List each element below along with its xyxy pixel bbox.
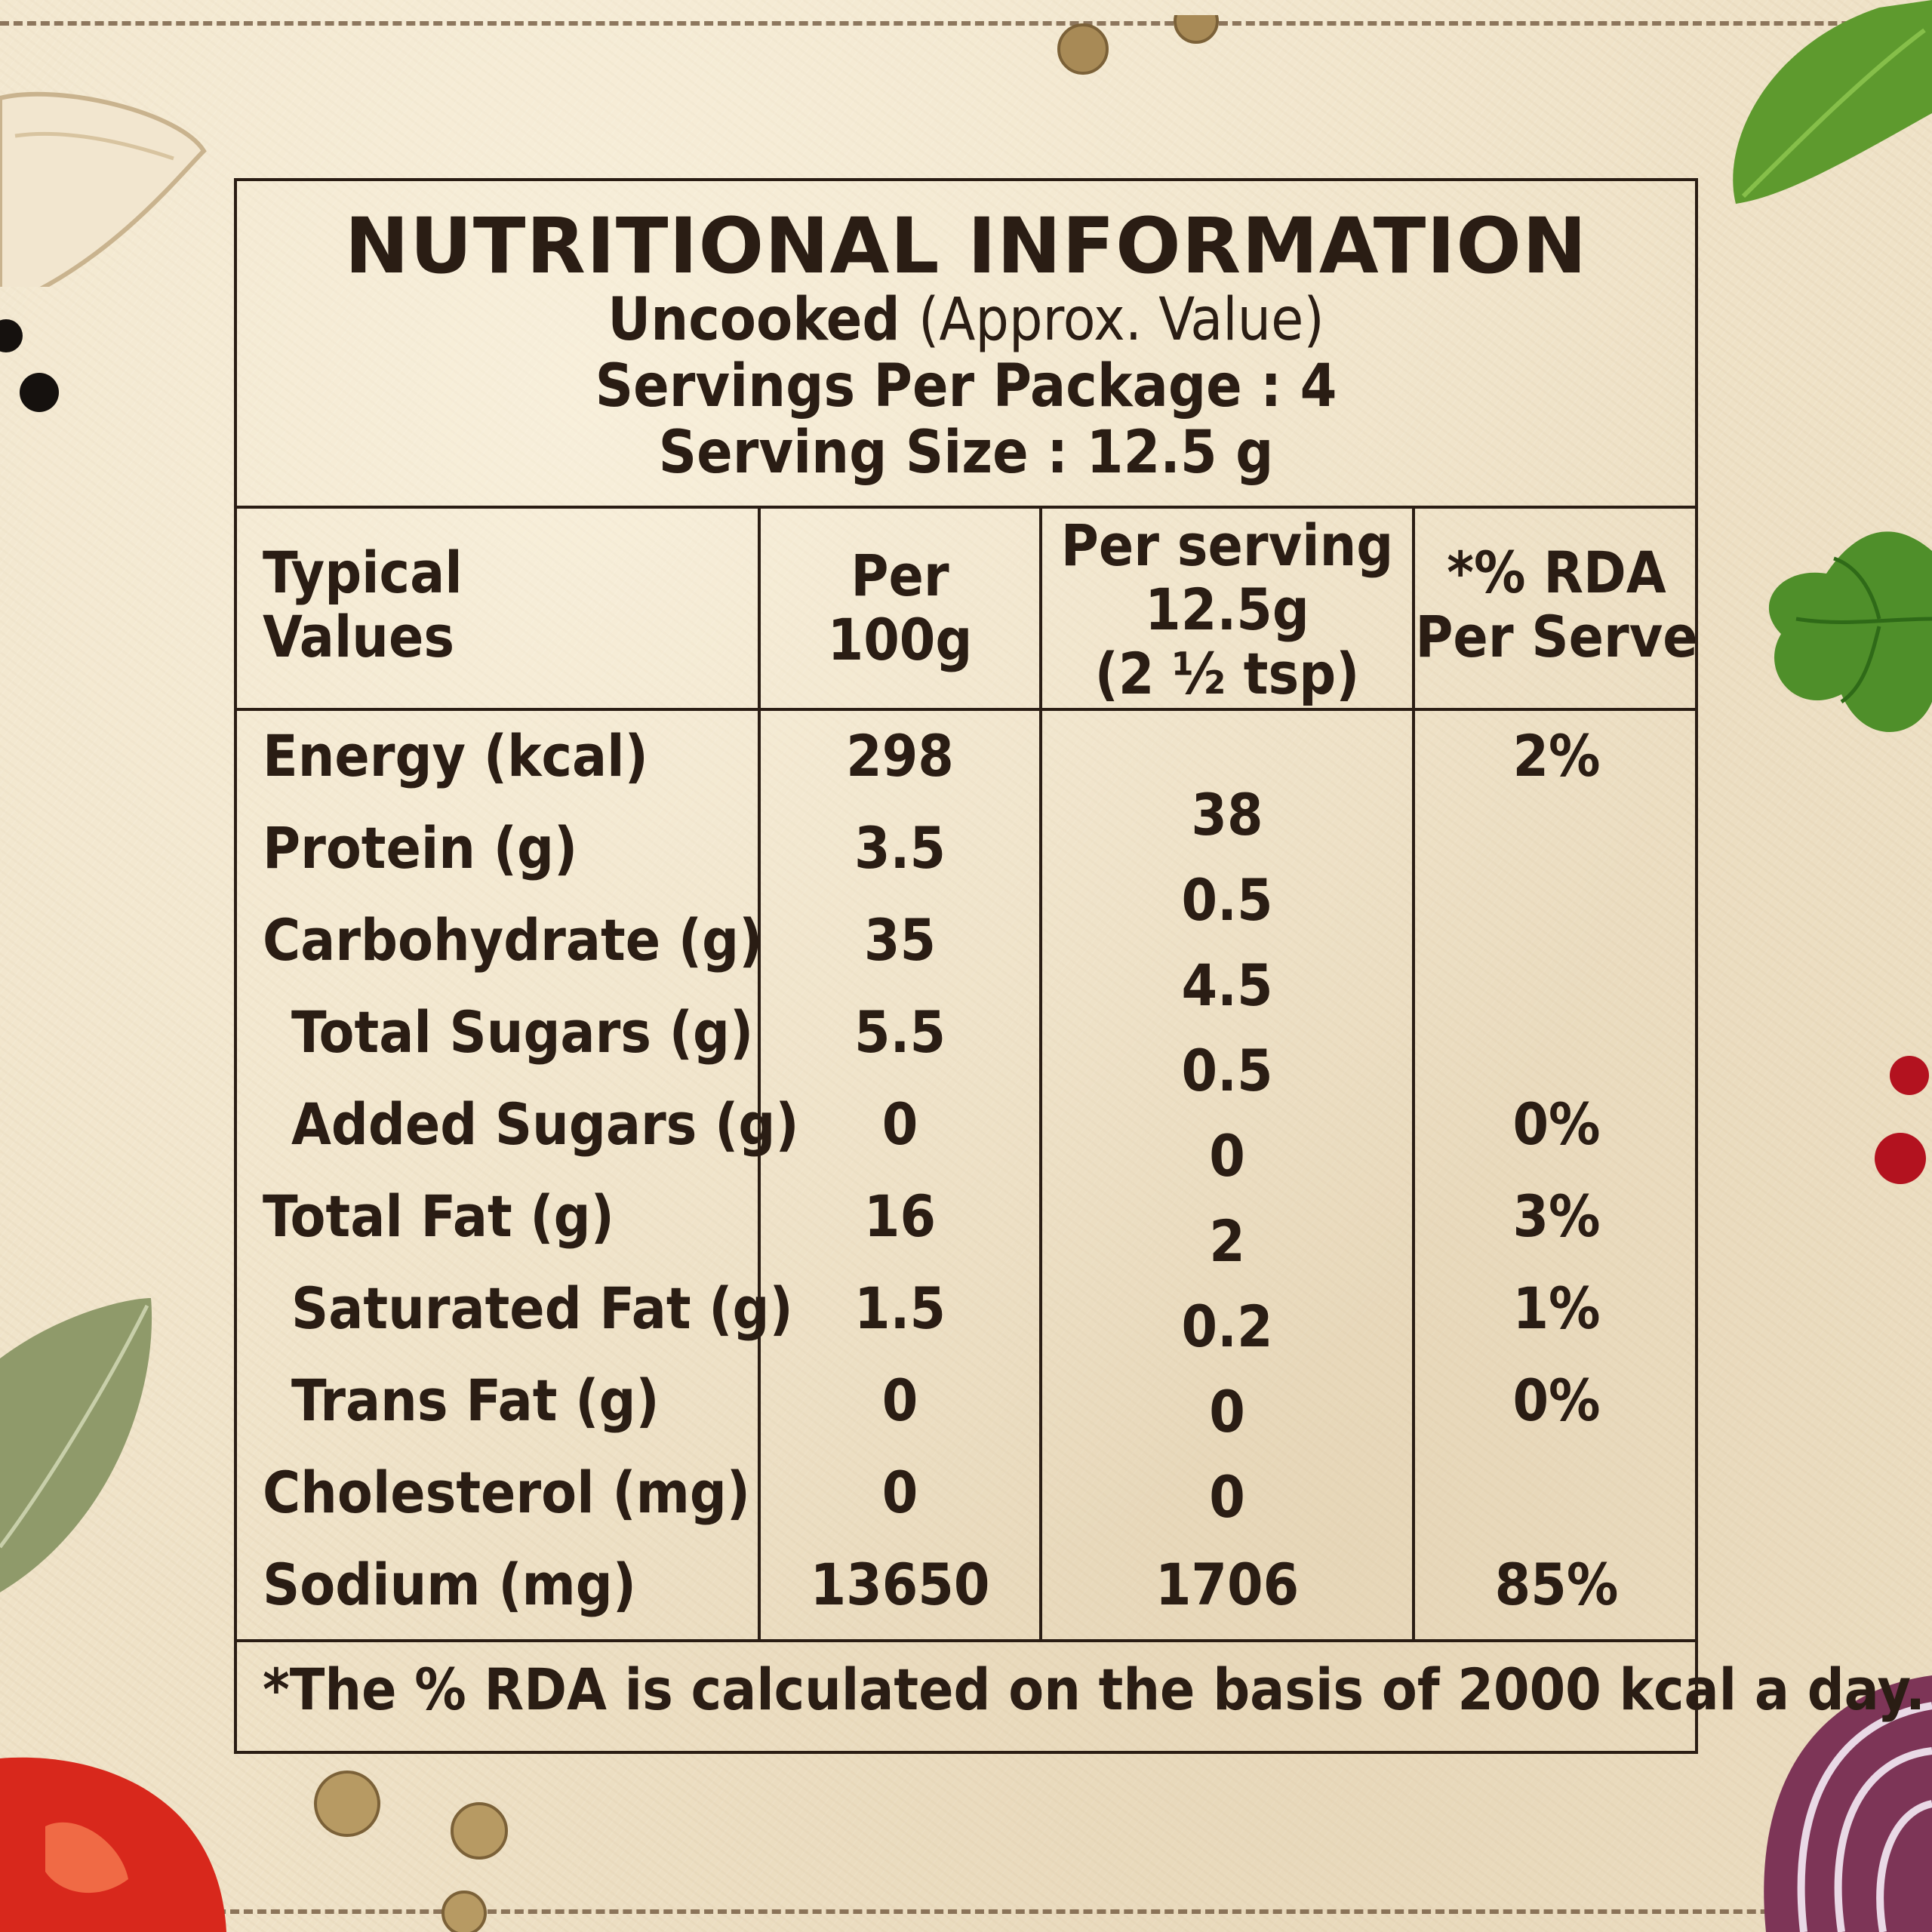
column-header-per-100g: Per 100g: [827, 542, 973, 674]
coriander-leaf-icon: [1768, 531, 1932, 732]
per-100g-value: 5.5: [854, 998, 946, 1066]
red-onion-icon: [1764, 1675, 1932, 1932]
per-serving-value: 4.5: [1181, 952, 1273, 1019]
per-100g-value: 3.5: [854, 814, 946, 881]
column-header-per-serving: Per serving 12.5g (2 ½ tsp): [1060, 512, 1394, 708]
nutrient-name: Carbohydrate (g): [263, 906, 763, 974]
per-100g-value: 1.5: [854, 1275, 946, 1342]
nutrition-panel: NUTRITIONAL INFORMATION Uncooked (Approx…: [234, 178, 1925, 1754]
nutrient-name: Protein (g): [263, 814, 578, 881]
black-pepper-icon: [0, 319, 59, 412]
basil-leaf-icon: [1733, 0, 1932, 204]
pink-peppercorn-icon: [1875, 1056, 1929, 1184]
panel-header: NUTRITIONAL INFORMATION Uncooked (Approx…: [237, 181, 1695, 509]
tomato-slice-icon: [0, 1757, 226, 1932]
rda-footnote: *The % RDA is calculated on the basis of…: [263, 1656, 1926, 1723]
column-divider: [1412, 506, 1415, 1639]
nutrient-name: Added Sugars (g): [291, 1091, 799, 1158]
footnote-divider: [237, 1639, 1695, 1642]
rda-value: 0%: [1512, 1091, 1601, 1158]
uncooked-line: Uncooked (Approx. Value): [237, 286, 1695, 355]
per-100g-value: 35: [863, 906, 937, 974]
per-100g-value: 298: [846, 722, 954, 789]
rda-value: 2%: [1512, 722, 1601, 789]
servings-per-package: Servings Per Package : 4: [595, 352, 1337, 420]
per-serving-value: 0: [1209, 1122, 1245, 1189]
approx-label: (Approx. Value): [918, 286, 1324, 354]
rda-value: 3%: [1512, 1183, 1601, 1250]
bay-leaf-icon: [0, 1298, 152, 1592]
nutrient-name: Cholesterol (mg): [263, 1459, 751, 1526]
column-divider: [1039, 506, 1042, 1639]
per-100g-value: 0: [881, 1459, 918, 1526]
nutrient-name: Sodium (mg): [263, 1551, 637, 1618]
serving-size: Serving Size : 12.5 g: [658, 419, 1274, 487]
per-serving-value: 0.2: [1181, 1293, 1273, 1360]
per-100g-value: 16: [863, 1183, 937, 1250]
nutrient-name: Trans Fat (g): [291, 1367, 660, 1434]
uncooked-label: Uncooked: [608, 286, 900, 354]
rda-value: 85%: [1494, 1551, 1619, 1618]
per-serving-value: 38: [1191, 781, 1263, 848]
nutrient-name: Saturated Fat (g): [291, 1275, 793, 1342]
per-serving-value: 0.5: [1181, 866, 1273, 934]
per-serving-value: 0.5: [1181, 1037, 1273, 1104]
column-header-rda: *% RDA Per Serve: [1415, 539, 1698, 671]
per-serving-value: 0: [1209, 1463, 1245, 1531]
rda-value: 1%: [1512, 1275, 1601, 1342]
per-100g-value: 0: [881, 1091, 918, 1158]
rda-value: 0%: [1512, 1367, 1601, 1434]
panel-title: NUTRITIONAL INFORMATION: [344, 202, 1588, 291]
garlic-clove-icon: [0, 91, 207, 287]
nutrient-name: Total Fat (g): [263, 1183, 614, 1250]
nutrient-name: Energy (kcal): [263, 722, 648, 789]
column-divider: [758, 506, 761, 1639]
per-100g-value: 13650: [810, 1551, 990, 1618]
header-row-divider: [237, 708, 1695, 711]
per-serving-value: 0: [1209, 1378, 1245, 1445]
column-header-typical-values: Typical Values: [263, 539, 463, 671]
stitched-border-bottom: [0, 1909, 1932, 1914]
per-100g-value: 0: [881, 1367, 918, 1434]
per-serving-value: 1706: [1155, 1551, 1300, 1618]
peppercorn-top-icon: [1057, 15, 1219, 75]
peppercorn-bottom-icon: [314, 1770, 508, 1932]
nutrient-name: Total Sugars (g): [291, 998, 754, 1066]
stitched-border-top: [0, 21, 1932, 26]
per-serving-value: 2: [1209, 1208, 1245, 1275]
